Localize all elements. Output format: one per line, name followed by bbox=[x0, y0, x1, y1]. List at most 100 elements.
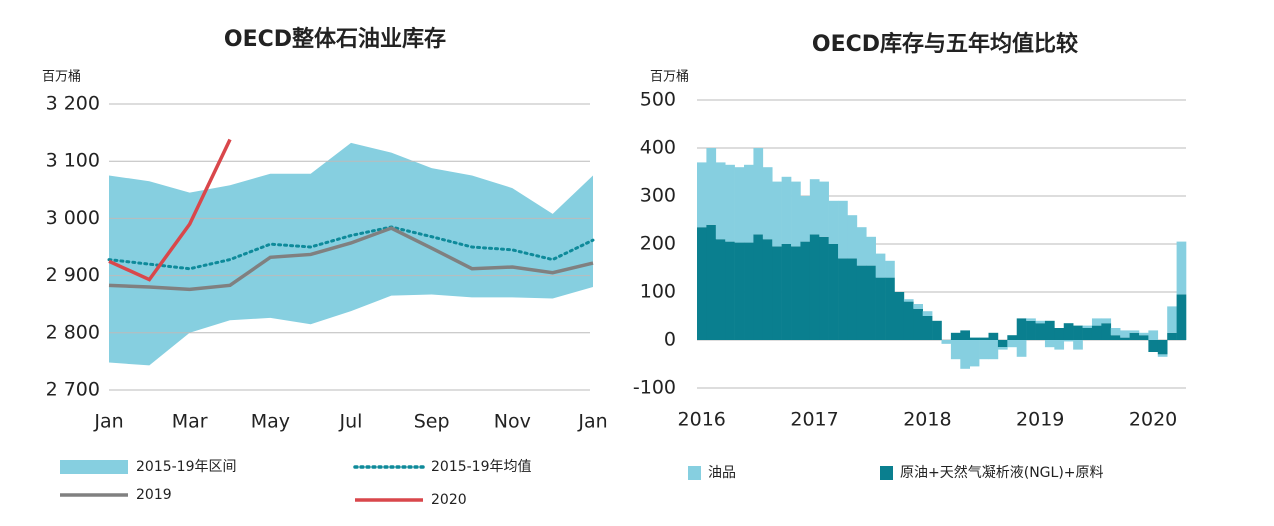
bar-segment bbox=[979, 340, 989, 360]
bar-segment bbox=[734, 242, 745, 340]
bar-segment bbox=[772, 181, 782, 247]
bar-segment bbox=[1176, 241, 1187, 295]
bar-segment bbox=[809, 179, 820, 235]
bar-segment bbox=[913, 304, 923, 309]
bar-segment bbox=[1063, 340, 1074, 342]
bar-segment bbox=[1007, 335, 1018, 340]
bar-segment bbox=[1026, 318, 1036, 321]
bar-segment bbox=[1120, 330, 1130, 338]
x-tick-label: Sep bbox=[414, 411, 450, 433]
bar-segment bbox=[828, 244, 839, 340]
bar-segment bbox=[988, 340, 999, 360]
bar-segment bbox=[885, 277, 895, 340]
bar-segment bbox=[1157, 354, 1168, 357]
y-tick-label: 100 bbox=[640, 281, 676, 303]
y-axis-label: 百万桶 bbox=[42, 70, 81, 85]
bar-segment bbox=[1054, 328, 1065, 340]
y-tick-label: -100 bbox=[633, 377, 676, 399]
bar-segment bbox=[809, 234, 820, 340]
bar-segment bbox=[725, 241, 735, 340]
bar-segment bbox=[1148, 340, 1159, 352]
bar-segment bbox=[941, 340, 952, 344]
bar-segment bbox=[838, 258, 848, 340]
bar-segment bbox=[800, 196, 811, 242]
bar-segment bbox=[828, 200, 839, 244]
x-tick-label: Jan bbox=[93, 411, 123, 433]
y-tick-label: 2 900 bbox=[46, 264, 100, 286]
y-tick-label: 200 bbox=[640, 233, 676, 255]
bar-segment bbox=[734, 167, 745, 243]
bar-segment bbox=[1129, 330, 1140, 333]
bar-segment bbox=[1167, 306, 1177, 333]
bar-segment bbox=[715, 162, 726, 240]
bar-segment bbox=[875, 253, 886, 278]
bar-segment bbox=[1073, 325, 1083, 340]
bar-segment bbox=[960, 340, 971, 369]
bar-segment bbox=[1129, 332, 1140, 340]
chart-title: OECD整体石油业库存 bbox=[224, 26, 446, 52]
legend-swatch bbox=[60, 460, 128, 474]
legend-swatch bbox=[688, 466, 701, 480]
bar-segment bbox=[706, 148, 717, 225]
bar-segment bbox=[1091, 325, 1102, 340]
bar-segment bbox=[1120, 337, 1130, 340]
legend-label: 2020 bbox=[431, 492, 467, 508]
bar-segment bbox=[1026, 320, 1036, 340]
bar-segment bbox=[997, 340, 1008, 348]
y-tick-label: 300 bbox=[640, 185, 676, 207]
bar-segment bbox=[753, 148, 764, 235]
bar-segment bbox=[1007, 340, 1018, 348]
x-tick-label: 2019 bbox=[1016, 409, 1064, 431]
bar-segment bbox=[1110, 335, 1121, 340]
bar-segment bbox=[922, 311, 933, 316]
bar-segment bbox=[838, 200, 848, 259]
bar-segment bbox=[847, 258, 858, 340]
y-tick-label: 500 bbox=[640, 89, 676, 111]
bar-segment bbox=[856, 265, 867, 340]
bar-segment bbox=[697, 227, 707, 340]
bar-segment bbox=[791, 246, 801, 340]
bar-segment bbox=[725, 164, 735, 242]
bar-segment bbox=[1035, 320, 1046, 324]
x-tick-label: May bbox=[251, 411, 290, 433]
x-tick-label: 2016 bbox=[678, 409, 726, 431]
bar-segment bbox=[997, 347, 1008, 350]
bar-segment bbox=[762, 167, 773, 240]
x-tick-label: 2020 bbox=[1129, 409, 1177, 431]
bar-segment bbox=[781, 244, 792, 340]
bar-segment bbox=[1101, 318, 1112, 324]
bar-segment bbox=[960, 330, 971, 340]
bar-segment bbox=[1016, 318, 1027, 340]
bar-segment bbox=[1044, 320, 1055, 340]
bar-segment bbox=[903, 301, 914, 340]
bar-segment bbox=[1138, 335, 1149, 340]
bar-segment bbox=[772, 246, 782, 340]
y-tick-label: 3 000 bbox=[46, 207, 100, 229]
y-tick-label: 2 800 bbox=[46, 321, 100, 343]
series-line bbox=[107, 225, 595, 271]
y-tick-label: 0 bbox=[664, 329, 676, 351]
bar-segment bbox=[922, 316, 933, 340]
bar-segment bbox=[1035, 323, 1046, 340]
bar-segment bbox=[932, 320, 942, 340]
bar-segment bbox=[969, 340, 980, 367]
bar-segment bbox=[1054, 340, 1065, 350]
series-line bbox=[108, 226, 594, 292]
bar-segment bbox=[1044, 340, 1055, 348]
bar-segment bbox=[1082, 325, 1093, 328]
legend-swatch bbox=[880, 466, 893, 480]
bar-segment bbox=[1073, 340, 1083, 350]
bar-segment bbox=[1082, 328, 1093, 340]
y-tick-label: 3 200 bbox=[46, 93, 100, 115]
legend-label: 2015-19年区间 bbox=[136, 459, 237, 475]
bar-segment bbox=[744, 164, 754, 243]
bar-segment bbox=[988, 332, 999, 340]
y-axis-label: 百万桶 bbox=[650, 70, 689, 85]
bar-segment bbox=[697, 162, 707, 228]
bar-segment bbox=[781, 176, 792, 244]
bar-segment bbox=[866, 265, 876, 340]
bar-segment bbox=[950, 340, 961, 360]
x-tick-label: Mar bbox=[172, 411, 208, 433]
bar-segment bbox=[856, 227, 867, 266]
bar-segment bbox=[1110, 328, 1121, 336]
